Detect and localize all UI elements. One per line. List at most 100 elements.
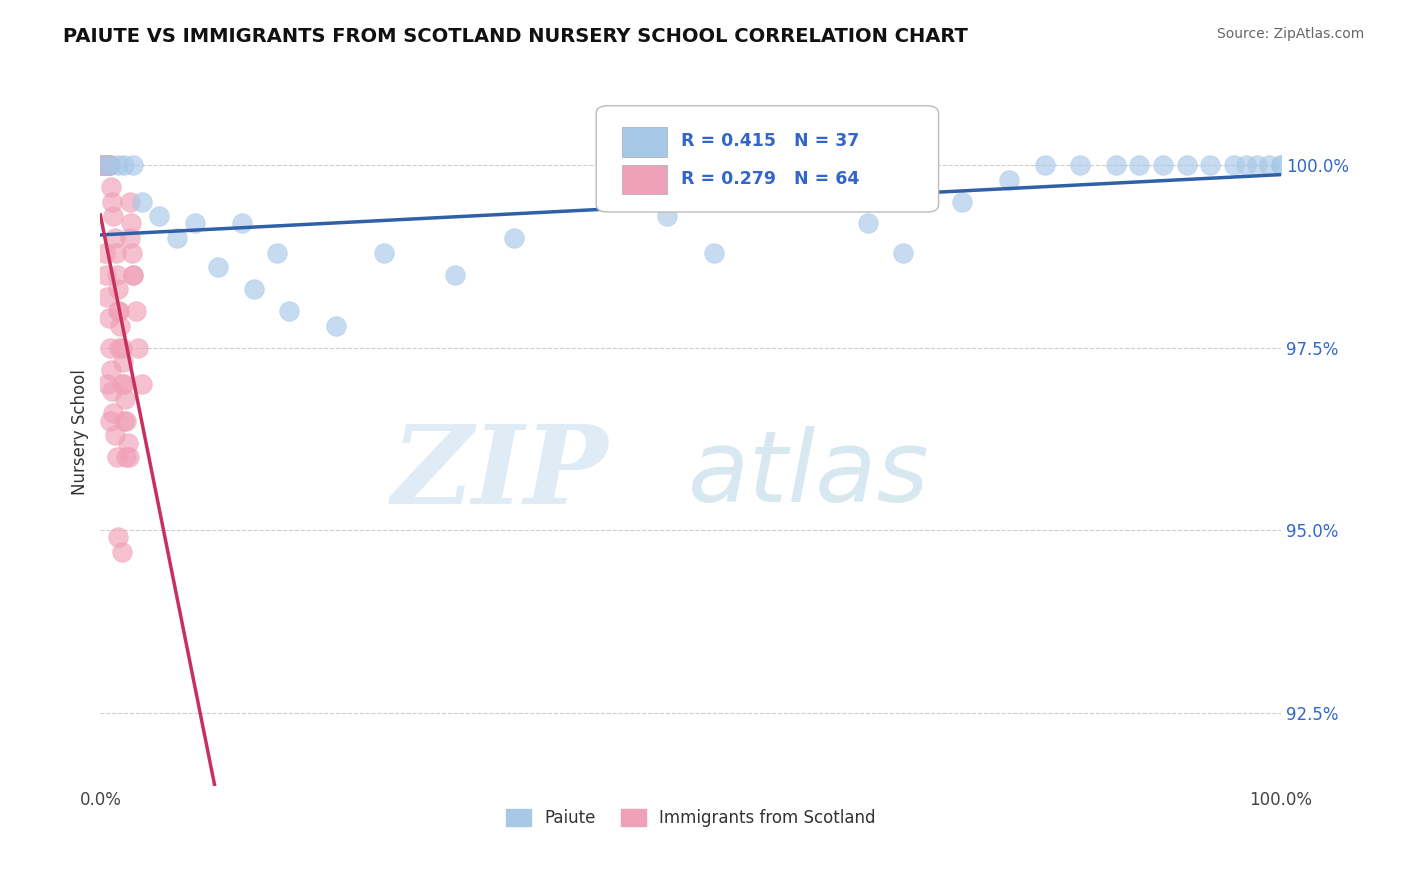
Point xyxy=(131,194,153,209)
Point xyxy=(94,158,117,172)
Point xyxy=(655,209,678,223)
Point xyxy=(118,450,141,465)
Y-axis label: Nursery School: Nursery School xyxy=(72,368,89,494)
Point xyxy=(1258,158,1281,172)
Point xyxy=(108,341,131,355)
Point xyxy=(703,245,725,260)
Point xyxy=(266,245,288,260)
FancyBboxPatch shape xyxy=(623,127,666,157)
Point xyxy=(443,268,465,282)
Point xyxy=(125,304,148,318)
Point xyxy=(96,158,118,172)
Point xyxy=(91,158,114,172)
Point xyxy=(122,268,145,282)
Point xyxy=(1105,158,1128,172)
Text: atlas: atlas xyxy=(688,425,929,523)
FancyBboxPatch shape xyxy=(623,164,666,194)
Point xyxy=(118,231,141,245)
Text: R = 0.415   N = 37: R = 0.415 N = 37 xyxy=(682,132,859,150)
Point xyxy=(96,158,118,172)
Point xyxy=(103,231,125,245)
Text: ZIP: ZIP xyxy=(391,420,607,528)
Point xyxy=(112,377,135,392)
Point xyxy=(96,377,118,392)
Point xyxy=(97,158,120,172)
Point xyxy=(148,209,170,223)
Point xyxy=(90,158,112,172)
Point xyxy=(231,217,253,231)
Point xyxy=(1222,158,1244,172)
Point xyxy=(856,217,879,231)
Point xyxy=(1234,158,1257,172)
Point xyxy=(105,268,128,282)
Point xyxy=(1152,158,1174,172)
Point xyxy=(93,158,115,172)
Point xyxy=(115,450,138,465)
Point xyxy=(1270,158,1292,172)
Point xyxy=(111,355,134,369)
Point xyxy=(121,245,143,260)
Point xyxy=(122,158,145,172)
Point xyxy=(207,260,229,275)
Point xyxy=(101,194,124,209)
Point xyxy=(110,318,132,333)
Point xyxy=(117,435,139,450)
Point xyxy=(108,304,131,318)
Point xyxy=(96,158,118,172)
Text: Source: ZipAtlas.com: Source: ZipAtlas.com xyxy=(1216,27,1364,41)
Point xyxy=(120,217,142,231)
Point xyxy=(98,158,121,172)
Point xyxy=(502,231,524,245)
Point xyxy=(950,194,973,209)
Point xyxy=(93,158,115,172)
Point xyxy=(184,217,207,231)
Point xyxy=(91,158,114,172)
Point xyxy=(114,392,136,406)
Point xyxy=(1246,158,1268,172)
Point xyxy=(278,304,301,318)
Point xyxy=(127,341,149,355)
Point xyxy=(112,414,135,428)
Point xyxy=(98,158,121,172)
Point xyxy=(105,450,128,465)
Point xyxy=(891,245,914,260)
Point xyxy=(91,158,114,172)
Point xyxy=(101,384,124,399)
Point xyxy=(96,289,118,303)
Point xyxy=(94,158,117,172)
Point xyxy=(103,406,125,420)
Point xyxy=(93,158,115,172)
Point xyxy=(1175,158,1198,172)
Point xyxy=(115,414,138,428)
Point xyxy=(98,414,121,428)
Point xyxy=(373,245,395,260)
Point xyxy=(104,245,127,260)
Point xyxy=(166,231,188,245)
Point xyxy=(98,341,121,355)
Point xyxy=(103,209,125,223)
Point xyxy=(122,268,145,282)
Point xyxy=(103,428,125,442)
Point xyxy=(110,341,132,355)
Point xyxy=(98,158,121,172)
Point xyxy=(998,172,1021,186)
Point xyxy=(131,377,153,392)
Text: PAIUTE VS IMMIGRANTS FROM SCOTLAND NURSERY SCHOOL CORRELATION CHART: PAIUTE VS IMMIGRANTS FROM SCOTLAND NURSE… xyxy=(63,27,969,45)
Point xyxy=(96,268,118,282)
Point xyxy=(1270,158,1292,172)
Point xyxy=(107,531,129,545)
Point xyxy=(1069,158,1091,172)
Point xyxy=(100,180,122,194)
Point xyxy=(107,158,129,172)
Point xyxy=(243,282,266,296)
Point xyxy=(110,545,132,559)
Point xyxy=(97,158,120,172)
Point xyxy=(97,311,120,326)
Point xyxy=(100,362,122,376)
Point xyxy=(107,304,129,318)
Point xyxy=(1199,158,1222,172)
Point xyxy=(1128,158,1150,172)
Point xyxy=(112,158,135,172)
Point xyxy=(107,282,129,296)
Text: R = 0.279   N = 64: R = 0.279 N = 64 xyxy=(682,169,859,187)
